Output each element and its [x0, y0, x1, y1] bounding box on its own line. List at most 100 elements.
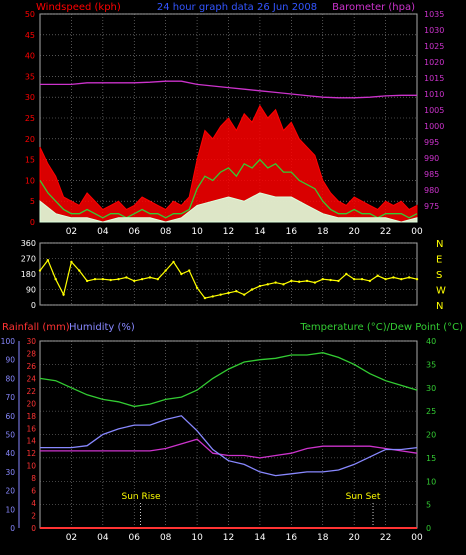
x-tick-label: 14: [254, 533, 266, 543]
direction-tick-label: 180: [21, 270, 36, 279]
x-tick-label: 04: [97, 227, 109, 237]
windspeed-tick-label: 40: [25, 52, 35, 61]
barometer-tick-label: 1030: [424, 26, 444, 35]
direction-point: [70, 260, 73, 264]
humidity-tick-label: 90: [5, 356, 15, 365]
x-tick-label: 10: [191, 533, 203, 543]
direction-point: [54, 277, 57, 281]
x-tick-label: 12: [223, 533, 234, 543]
rainfall-tick-label: 30: [26, 337, 36, 346]
direction-point: [274, 281, 277, 284]
direction-point: [46, 259, 50, 262]
gust-series: [39, 104, 418, 223]
x-tick-label: 12: [223, 227, 234, 237]
temperature-tick-label: 20: [426, 431, 436, 440]
windspeed-tick-label: 25: [25, 114, 35, 123]
windspeed-tick-label: 45: [25, 31, 35, 40]
compass-label: W: [436, 286, 446, 297]
temperature-series: [39, 352, 418, 408]
humidity-tick-label: 0: [10, 524, 15, 533]
direction-point: [321, 277, 324, 281]
direction-point: [368, 279, 372, 283]
direction-point: [250, 288, 254, 291]
x-tick-label: 06: [129, 533, 141, 543]
windspeed-tick-label: 20: [25, 135, 35, 144]
barometer-series: [40, 80, 417, 99]
temperature-tick-label: 40: [426, 337, 436, 346]
rainfall-tick-label: 8: [31, 474, 36, 483]
humidity-tick-label: 70: [5, 393, 15, 402]
humidity-tick-label: 80: [5, 374, 15, 383]
direction-point: [337, 279, 340, 283]
barometer-tick-label: 1025: [424, 42, 444, 51]
direction-point: [125, 276, 128, 279]
compass-label: S: [436, 270, 442, 281]
direction-tick-label: 90: [26, 286, 36, 295]
windspeed-axis-label: Windspeed (kph): [36, 2, 121, 13]
sunset-annotation: Sun Set: [346, 492, 381, 502]
direction-point: [93, 277, 97, 281]
direction-point: [172, 260, 175, 264]
direction-point: [290, 279, 293, 283]
direction-point: [243, 293, 246, 296]
rainfall-tick-label: 26: [26, 362, 36, 371]
x-tick-label: 00: [411, 227, 423, 237]
barometer-tick-label: 1015: [424, 74, 444, 83]
direction-point: [235, 290, 238, 293]
direction-point: [329, 278, 332, 282]
temperature-tick-label: 15: [426, 454, 436, 463]
barometer-tick-label: 985: [424, 170, 439, 179]
rainfall-tick-label: 10: [26, 462, 36, 471]
temperature-tick-label: 25: [426, 407, 436, 416]
compass-label: E: [436, 255, 442, 266]
humidity-tick-label: 50: [5, 431, 15, 440]
rainfall-tick-label: 14: [26, 437, 36, 446]
rainfall-tick-label: 18: [26, 412, 36, 421]
windspeed-tick-label: 15: [25, 156, 35, 165]
direction-point: [38, 269, 42, 272]
x-tick-label: 22: [380, 227, 391, 237]
direction-point: [156, 277, 160, 281]
direction-point: [195, 286, 199, 289]
windspeed-tick-label: 50: [25, 10, 35, 19]
direction-point: [85, 279, 89, 283]
humidity-axis-label: Humidity (%): [69, 322, 135, 333]
direction-point: [313, 281, 317, 284]
x-tick-label: 04: [97, 533, 109, 543]
compass-label: N: [436, 301, 443, 312]
rainfall-tick-label: 6: [31, 487, 36, 496]
rainfall-tick-label: 28: [26, 349, 36, 358]
rainfall-tick-label: 4: [31, 499, 36, 508]
barometer-tick-label: 980: [424, 186, 439, 195]
direction-point: [140, 277, 144, 281]
direction-point: [164, 269, 167, 272]
direction-point: [305, 279, 309, 283]
direction-point: [282, 283, 285, 286]
windspeed-tick-label: 0: [30, 218, 35, 227]
direction-point: [384, 277, 387, 281]
average-series: [39, 158, 418, 219]
direction-tick-label: 270: [21, 255, 36, 264]
barometer-tick-label: 1020: [424, 58, 444, 67]
direction-point: [400, 277, 403, 281]
windspeed-tick-label: 10: [25, 176, 35, 185]
direction-point: [360, 277, 364, 281]
x-tick-label: 20: [348, 227, 360, 237]
humidity-tick-label: 40: [5, 449, 15, 458]
direction-point: [352, 277, 356, 281]
humidity-tick-label: 100: [1, 337, 16, 346]
humidity-tick-label: 20: [5, 487, 15, 496]
humidity-series: [40, 415, 418, 477]
temperature-tick-label: 5: [426, 501, 431, 510]
direction-point: [266, 283, 269, 286]
direction-point: [227, 291, 230, 295]
barometer-tick-label: 975: [424, 202, 439, 211]
x-tick-label: 02: [66, 227, 77, 237]
compass-label: N: [436, 239, 443, 250]
barometer-axis-label: Barometer (hpa): [332, 2, 415, 13]
direction-point: [376, 274, 379, 277]
barometer-tick-label: 1000: [424, 122, 444, 131]
x-tick-label: 20: [348, 533, 360, 543]
direction-point: [258, 284, 262, 288]
